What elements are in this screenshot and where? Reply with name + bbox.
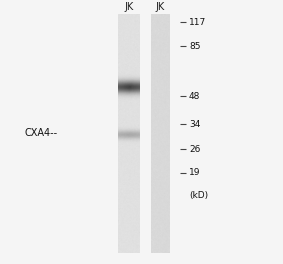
Text: 26: 26	[189, 145, 200, 154]
Text: 34: 34	[189, 120, 200, 129]
Text: 85: 85	[189, 42, 201, 51]
Text: JK: JK	[155, 2, 164, 12]
Text: JK: JK	[124, 2, 133, 12]
Text: CXA4--: CXA4--	[24, 128, 57, 138]
Text: (kD): (kD)	[189, 191, 208, 200]
Text: 117: 117	[189, 18, 206, 27]
Text: 48: 48	[189, 92, 200, 101]
Text: 19: 19	[189, 168, 201, 177]
